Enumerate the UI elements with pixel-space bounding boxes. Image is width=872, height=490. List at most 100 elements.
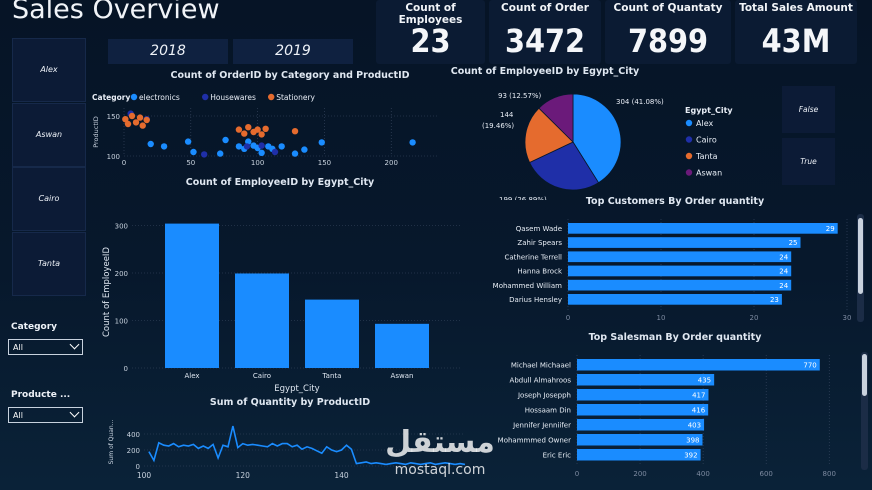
x-tick-label: 800 <box>823 470 836 478</box>
category-label: Qasem Wade <box>516 225 562 233</box>
customers-scrollbar[interactable] <box>857 214 864 322</box>
scatter-point <box>291 128 299 135</box>
salesman-scrollbar[interactable] <box>861 352 868 470</box>
scrollbar-thumb[interactable] <box>858 218 863 294</box>
scatter-point <box>122 116 129 123</box>
bool-slicer-true[interactable]: True <box>782 138 835 185</box>
category-label: Hanna Brock <box>517 268 563 276</box>
bar <box>235 273 289 368</box>
y-tick-label: 0 <box>124 365 128 373</box>
legend-title: Category <box>92 93 130 102</box>
data-label: 416 <box>692 406 706 414</box>
x-tick-label: 200 <box>633 470 646 478</box>
bar <box>568 237 801 248</box>
city-slicer-aswan[interactable]: Aswan <box>12 103 86 167</box>
salesman-bar-chart: 0 200 400 600 800 Michael Michaael 770 Abdull A… <box>498 355 836 478</box>
data-label: 23 <box>770 296 779 304</box>
pie-data-label: 93 (12.57%) <box>498 92 542 100</box>
product-dropdown[interactable]: All <box>8 407 83 423</box>
category-dropdown-value: All <box>13 343 23 352</box>
bar <box>577 449 701 461</box>
legend-marker <box>268 93 275 101</box>
svg-text:mostaql.com: mostaql.com <box>395 462 486 478</box>
chevron-down-icon <box>69 339 80 350</box>
x-tick-label: Tanta <box>322 372 342 380</box>
legend-label: Housewares <box>210 93 256 102</box>
legend-marker <box>685 136 693 143</box>
city-slicer-tanta[interactable]: Tanta <box>12 232 86 296</box>
y-tick-label: 150 <box>107 113 120 121</box>
x-tick-label: Aswan <box>391 372 414 380</box>
category-label: Mohammmed Owner <box>498 436 571 444</box>
scatter-point <box>235 143 243 150</box>
data-label: 24 <box>779 282 788 290</box>
scatter-point <box>278 143 285 150</box>
y-tick-label: 200 <box>127 447 140 455</box>
kpi-label: Total Sales Amount <box>739 2 853 14</box>
year-slicer-2019[interactable]: 2019 <box>233 39 353 64</box>
bar <box>568 294 782 305</box>
scrollbar-thumb[interactable] <box>862 354 867 396</box>
pie-slice <box>538 93 574 143</box>
scatter-point <box>147 140 154 148</box>
y-axis-label: Count of EmployeeID <box>102 247 112 337</box>
scatter-point <box>258 142 265 149</box>
category-label: Jennifer Jenniifer <box>512 421 571 429</box>
legend-marker <box>685 152 693 160</box>
data-label: 403 <box>688 421 701 429</box>
line-chart-title: Sum of Quantity by ProductID <box>209 397 371 408</box>
scatter-point <box>222 136 229 144</box>
y-axis-label: Sum of Quan... <box>108 420 115 465</box>
scatter-point <box>291 150 299 157</box>
scatter-point <box>200 151 208 158</box>
kpi-card-employees: Count of Employees 23 <box>376 0 485 64</box>
legend-label: Cairo <box>696 136 717 145</box>
bar <box>568 223 838 234</box>
kpi-value: 3472 <box>504 22 586 60</box>
legend-label: Alex <box>696 119 713 128</box>
svg-text:مستقل: مستقل <box>385 425 495 460</box>
city-slicer-cairo[interactable]: Cairo <box>12 167 86 231</box>
pie-slice <box>529 141 600 191</box>
city-slicer-alex[interactable]: Alex <box>12 38 86 102</box>
x-tick-label: 0 <box>566 314 570 322</box>
scatter-chart-title: Count of OrderID by Category and Product… <box>170 70 410 81</box>
x-tick-label: 150 <box>318 159 331 167</box>
kpi-label: Count of Order <box>501 2 589 14</box>
kpi-label: Count of Quantaty <box>613 2 723 14</box>
category-dropdown[interactable]: All <box>8 339 83 355</box>
data-label: 770 <box>803 361 816 369</box>
y-tick-label: 0 <box>136 463 140 471</box>
category-label: Catherine Terrell <box>504 253 562 261</box>
bar-chart: Count of EmployeeID 0 100 200 300 Alex Cairo Ta… <box>102 223 461 394</box>
data-label: 25 <box>789 239 798 247</box>
y-tick-label: 300 <box>115 223 128 231</box>
scatter-point <box>258 131 265 138</box>
bar <box>305 299 359 368</box>
bar <box>375 323 429 368</box>
scatter-point <box>245 124 252 131</box>
x-tick-label: 30 <box>843 314 852 322</box>
legend-marker <box>685 169 693 176</box>
category-label: Mohammed William <box>493 282 562 290</box>
watermark-logo: مستقل mostaql.com <box>385 420 495 482</box>
x-tick-label: 200 <box>385 159 398 167</box>
x-tick-label: 10 <box>657 314 666 322</box>
bar <box>568 279 792 291</box>
legend-label: electronics <box>139 93 180 102</box>
bool-slicer-false[interactable]: False <box>782 86 835 133</box>
x-tick-label: 140 <box>334 471 349 480</box>
scatter-point <box>190 148 197 156</box>
legend-title: Egypt_City <box>685 106 733 115</box>
kpi-card-sales: Total Sales Amount 43M <box>735 0 857 64</box>
page-title: Sales Overview <box>12 0 220 25</box>
category-label: Hossaam Din <box>525 406 571 414</box>
year-slicer-2018[interactable]: 2018 <box>108 39 228 64</box>
category-label: Abdull Almahroos <box>510 376 572 384</box>
legend-label: Stationery <box>276 93 315 102</box>
bar <box>568 251 792 263</box>
bar <box>577 419 705 431</box>
category-label: Eric Eric <box>543 451 572 459</box>
x-tick-label: 600 <box>759 470 772 478</box>
scatter-point <box>245 138 252 145</box>
